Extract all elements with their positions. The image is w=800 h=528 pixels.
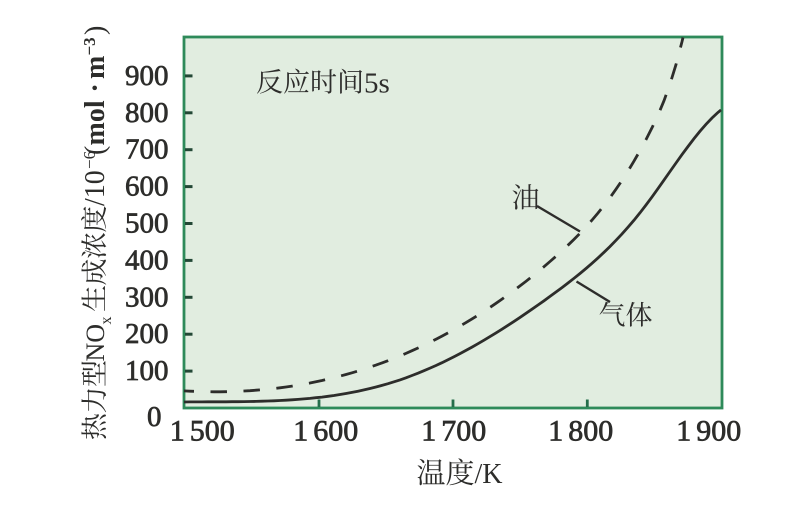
- svg-text:/10: /10: [80, 170, 111, 206]
- svg-text:800: 800: [125, 97, 169, 129]
- svg-text:m: m: [80, 56, 111, 79]
- svg-text:x: x: [98, 317, 115, 325]
- svg-text:): ): [80, 26, 111, 35]
- svg-text:−6: −6: [80, 151, 99, 169]
- svg-text:(: (: [80, 146, 111, 155]
- svg-text:100: 100: [125, 355, 169, 387]
- svg-text:5s: 5s: [364, 68, 390, 100]
- svg-text:300: 300: [125, 281, 169, 313]
- svg-text:400: 400: [125, 244, 169, 276]
- svg-text:mol: mol: [80, 100, 111, 145]
- svg-text:0: 0: [147, 401, 162, 433]
- svg-text:/K: /K: [475, 459, 503, 490]
- svg-text:NO: NO: [81, 324, 110, 362]
- svg-text:−3: −3: [80, 37, 99, 55]
- svg-text:500: 500: [125, 208, 169, 240]
- svg-text:200: 200: [125, 318, 169, 350]
- svg-text:·: ·: [80, 83, 111, 92]
- svg-text:700: 700: [125, 134, 169, 166]
- svg-text:600: 600: [125, 171, 169, 203]
- svg-text:900: 900: [125, 60, 169, 92]
